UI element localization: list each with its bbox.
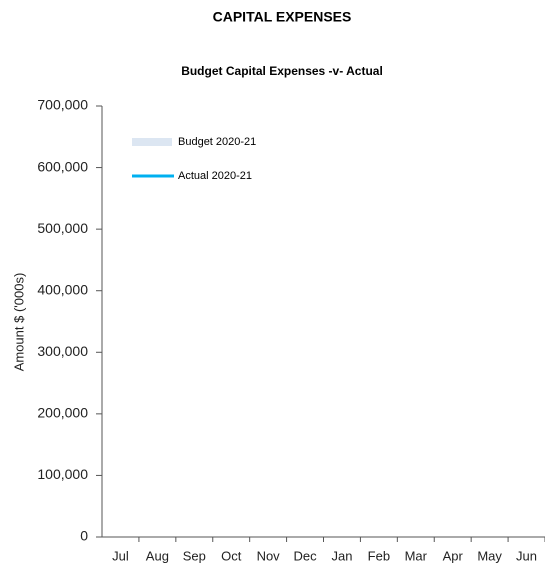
legend-swatch [132,138,172,146]
chart-subtitle: Budget Capital Expenses -v- Actual [181,64,383,78]
y-tick-label: 600,000 [37,158,88,174]
y-axis-label: Amount $ ('000s) [11,273,26,372]
legend-label: Budget 2020-21 [178,136,256,148]
y-tick-label: 300,000 [37,343,88,359]
x-tick-label: Sep [183,548,206,563]
y-tick-label: 500,000 [37,220,88,236]
x-tick-label: Mar [405,548,428,563]
x-tick-label: Dec [293,548,317,563]
y-tick-label: 400,000 [37,281,88,297]
x-tick-label: Feb [368,548,390,563]
x-tick-label: Apr [443,548,464,563]
legend-label: Actual 2020-21 [178,170,252,182]
x-tick-label: Oct [221,548,242,563]
x-tick-label: Jan [331,548,352,563]
x-tick-label: Jun [516,548,537,563]
x-tick-label: May [477,548,502,563]
y-tick-label: 200,000 [37,405,88,421]
chart-title: CAPITAL EXPENSES [213,9,352,25]
y-tick-label: 700,000 [37,97,88,113]
x-tick-label: Nov [257,548,281,563]
y-tick-label: 100,000 [37,466,88,482]
x-tick-label: Jul [112,548,129,563]
x-tick-label: Aug [146,548,169,563]
y-tick-label: 0 [80,528,88,544]
